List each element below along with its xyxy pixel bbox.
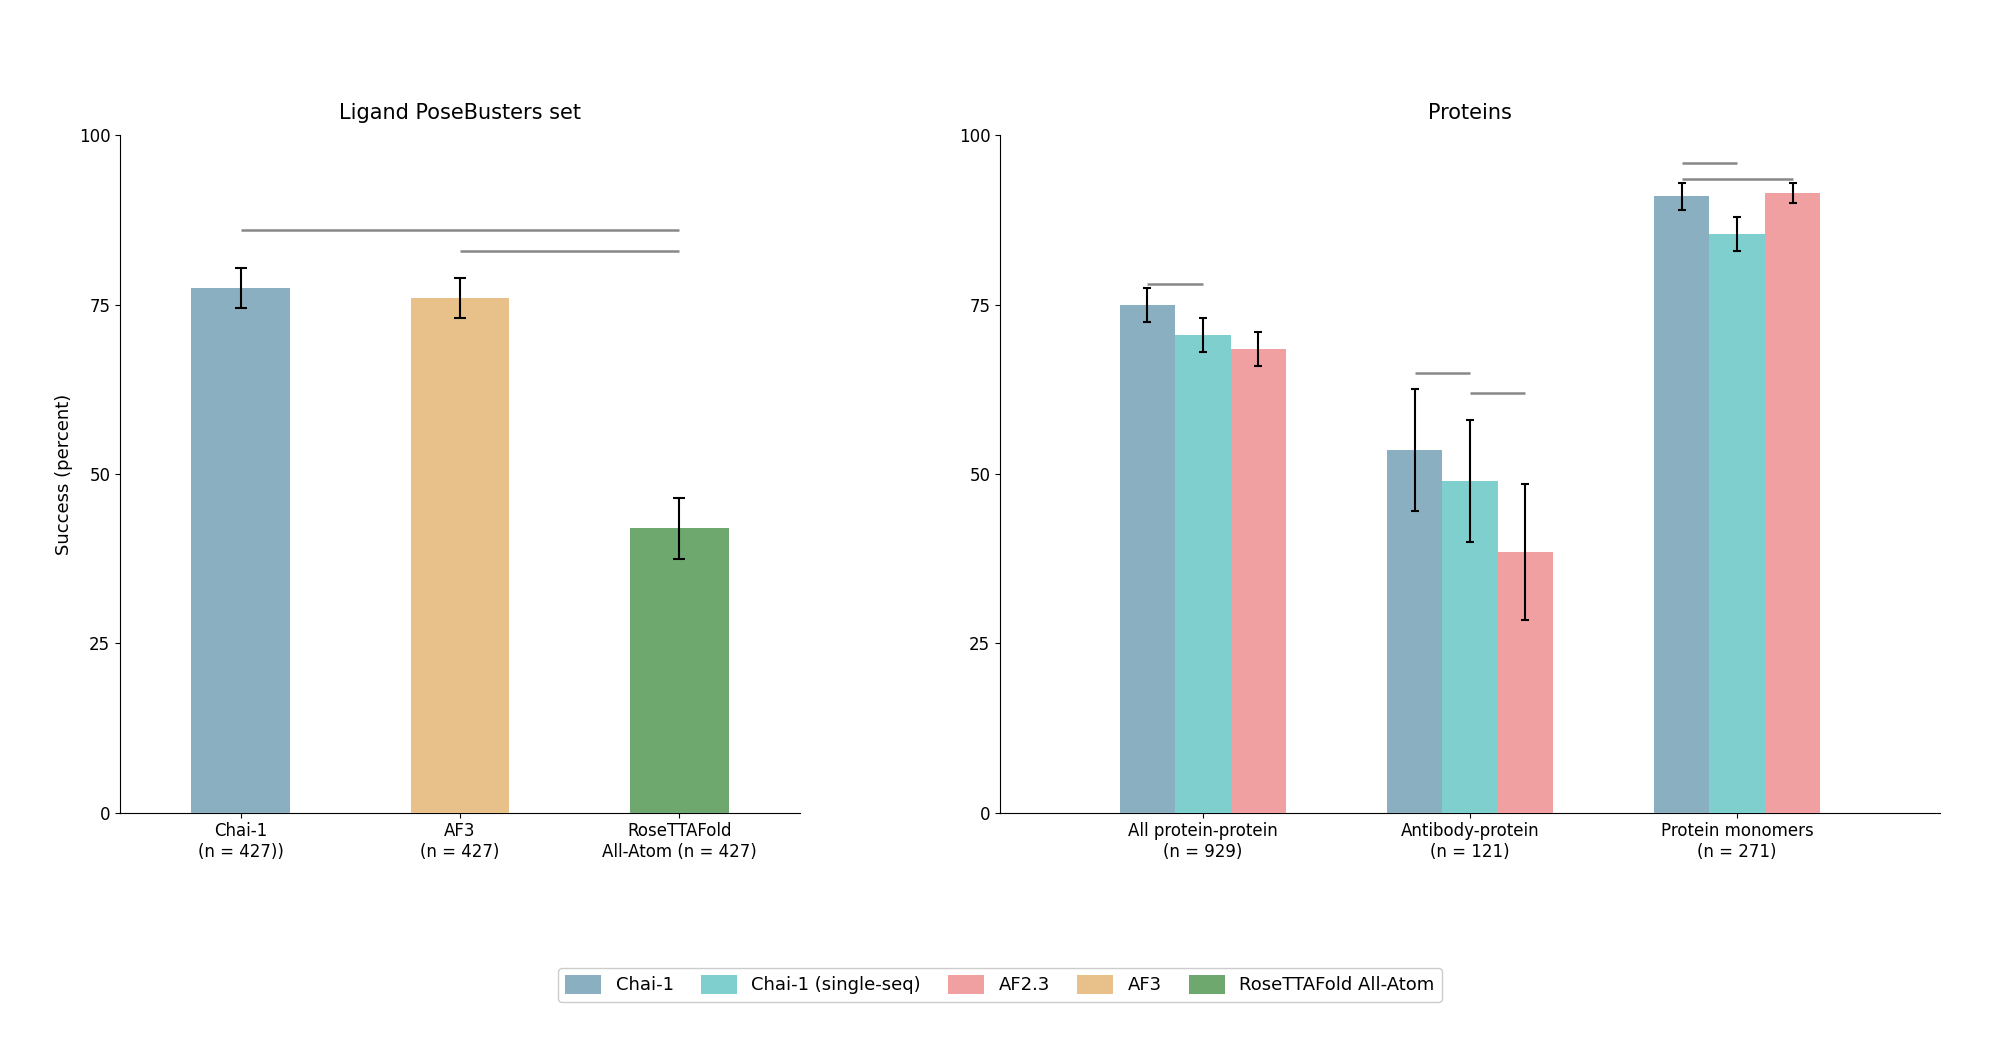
- Title: Ligand PoseBusters set: Ligand PoseBusters set: [340, 103, 580, 123]
- Bar: [1230, 349, 1286, 813]
- Bar: [1498, 552, 1554, 813]
- Legend: Chai-1, Chai-1 (single-seq), AF2.3, AF3, RoseTTAFold All-Atom: Chai-1, Chai-1 (single-seq), AF2.3, AF3,…: [558, 968, 1442, 1001]
- Bar: [1764, 193, 1820, 813]
- Bar: [630, 528, 728, 813]
- Bar: [1442, 481, 1498, 813]
- Bar: [410, 298, 510, 813]
- Bar: [1386, 450, 1442, 813]
- Bar: [1654, 197, 1710, 813]
- Title: Proteins: Proteins: [1428, 103, 1512, 123]
- Y-axis label: Success (percent): Success (percent): [56, 394, 74, 554]
- Bar: [1120, 305, 1176, 813]
- Bar: [1710, 233, 1764, 813]
- Bar: [192, 288, 290, 813]
- Bar: [1176, 336, 1230, 813]
